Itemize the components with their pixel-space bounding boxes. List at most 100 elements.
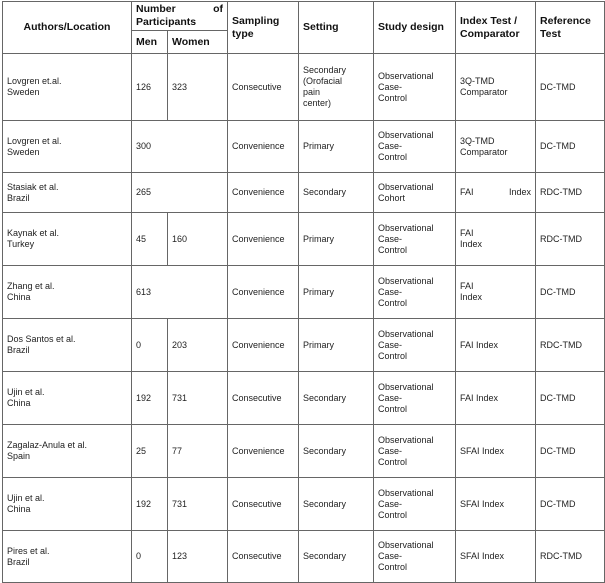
header-index: Index Test / Comparator (455, 1, 537, 54)
cell-women: 77 (166, 424, 229, 478)
header-text: of (213, 3, 224, 15)
table-row: Ujin et al. China 192 731 Consecutive Second… (2, 477, 605, 531)
cell-reference: RDC-TMD (535, 172, 605, 213)
cell-men: 45 (131, 212, 168, 266)
cell-reference: RDC-TMD (535, 530, 605, 583)
cell-women: 123 (166, 530, 229, 583)
cell-men: 0 (131, 318, 168, 372)
cell-design: Observational Case- Control (373, 530, 457, 583)
header-design: Study design (373, 1, 457, 54)
table-row: Dos Santos et al. Brazil 0 203 Convenience P… (2, 318, 605, 372)
cell-design: Observational Case- Control (373, 212, 457, 266)
cell-index-part: Index (508, 187, 532, 197)
header-text: Participants (136, 16, 197, 28)
header-participants: Number of Participants (130, 1, 229, 31)
header-women: Women (166, 30, 229, 54)
cell-women: 203 (166, 318, 229, 372)
cell-setting: Secondary (Orofacial pain center) (298, 53, 375, 121)
cell-reference: RDC-TMD (535, 318, 605, 372)
table-row: Kaynak et al. Turkey 45 160 Convenience Prim… (2, 212, 605, 266)
cell-sampling: Convenience (227, 318, 300, 372)
cell-sampling: Convenience (227, 172, 300, 213)
cell-women: 160 (166, 212, 229, 266)
cell-author: Lovgren et al. Sweden (2, 120, 132, 173)
header-sampling: Sampling type (227, 1, 300, 54)
cell-author: Pires et al. Brazil (2, 530, 132, 583)
table-row: Lovgren et.al. Sweden 126 323 Consecutive Se… (2, 53, 605, 121)
cell-author: Dos Santos et al. Brazil (2, 318, 132, 372)
cell-author: Stasiak et al. Brazil (2, 172, 132, 213)
cell-sampling: Consecutive (227, 53, 300, 121)
cell-author: Ujin et al. China (2, 371, 132, 425)
cell-index: SFAI Index (455, 477, 537, 531)
cell-design: Observational Cohort (373, 172, 457, 213)
cell-reference: RDC-TMD (535, 212, 605, 266)
cell-sampling: Consecutive (227, 530, 300, 583)
cell-author: Zagalaz-Anula et al. Spain (2, 424, 132, 478)
cell-men: 192 (131, 371, 168, 425)
cell-design: Observational Case- Control (373, 371, 457, 425)
cell-men: 0 (131, 530, 168, 583)
cell-women: 323 (166, 53, 229, 121)
cell-setting: Secondary (298, 424, 375, 478)
cell-setting: Primary (298, 265, 375, 319)
cell-reference: DC-TMD (535, 120, 605, 173)
cell-setting: Secondary (298, 530, 375, 583)
cell-design: Observational Case- Control (373, 318, 457, 372)
header-men: Men (131, 30, 168, 54)
header-text: Number (136, 3, 176, 15)
cell-design: Observational Case- Control (373, 424, 457, 478)
cell-participants-total: 613 (130, 265, 229, 319)
cell-reference: DC-TMD (535, 424, 605, 478)
cell-author: Kaynak et al. Turkey (2, 212, 132, 266)
header-authors: Authors/Location (2, 1, 132, 54)
cell-participants-total: 300 (130, 120, 229, 173)
cell-participants-total: 265 (130, 172, 229, 213)
header-setting: Setting (298, 1, 375, 54)
cell-author: Lovgren et.al. Sweden (2, 53, 132, 121)
cell-index: SFAI Index (455, 424, 537, 478)
cell-index: FAI Index (455, 172, 537, 213)
table-row: Zagalaz-Anula et al. Spain 25 77 Convenienc… (2, 424, 605, 478)
cell-index: 3Q-TMD Comparator (455, 120, 537, 173)
table-row: Ujin et al. China 192 731 Consecutive Second… (2, 371, 605, 425)
cell-index: SFAI Index (455, 530, 537, 583)
cell-author: Ujin et al. China (2, 477, 132, 531)
cell-sampling: Consecutive (227, 371, 300, 425)
cell-women: 731 (166, 371, 229, 425)
cell-sampling: Convenience (227, 424, 300, 478)
cell-reference: DC-TMD (535, 371, 605, 425)
cell-index: FAI Index (455, 318, 537, 372)
cell-design: Observational Case- Control (373, 265, 457, 319)
cell-sampling: Convenience (227, 212, 300, 266)
table-row: Zhang et al. China 613 Convenience Primary O… (2, 265, 605, 319)
cell-setting: Primary (298, 120, 375, 173)
cell-setting: Primary (298, 318, 375, 372)
cell-sampling: Consecutive (227, 477, 300, 531)
header-reference: Reference Test (535, 1, 605, 54)
cell-index: FAI Index (455, 371, 537, 425)
cell-women: 731 (166, 477, 229, 531)
table-row: Pires et al. Brazil 0 123 Consecutive Second… (2, 530, 605, 583)
cell-reference: DC-TMD (535, 477, 605, 531)
cell-reference: DC-TMD (535, 265, 605, 319)
cell-author: Zhang et al. China (2, 265, 132, 319)
cell-index: 3Q-TMD Comparator (455, 53, 537, 121)
cell-men: 25 (131, 424, 168, 478)
cell-index: FAI Index (455, 212, 537, 266)
table-row: Stasiak et al. Brazil 265 Convenience Secon… (2, 172, 605, 213)
cell-reference: DC-TMD (535, 53, 605, 121)
cell-setting: Secondary (298, 477, 375, 531)
cell-men: 126 (131, 53, 168, 121)
cell-setting: Secondary (298, 371, 375, 425)
cell-sampling: Convenience (227, 265, 300, 319)
cell-design: Observational Case- Control (373, 53, 457, 121)
cell-index-part: FAI (460, 187, 474, 197)
cell-setting: Secondary (298, 172, 375, 213)
table-row: Lovgren et al. Sweden 300 Convenience Prima… (2, 120, 605, 173)
cell-design: Observational Case- Control (373, 477, 457, 531)
cell-design: Observational Case- Control (373, 120, 457, 173)
cell-setting: Primary (298, 212, 375, 266)
cell-index: FAI Index (455, 265, 537, 319)
